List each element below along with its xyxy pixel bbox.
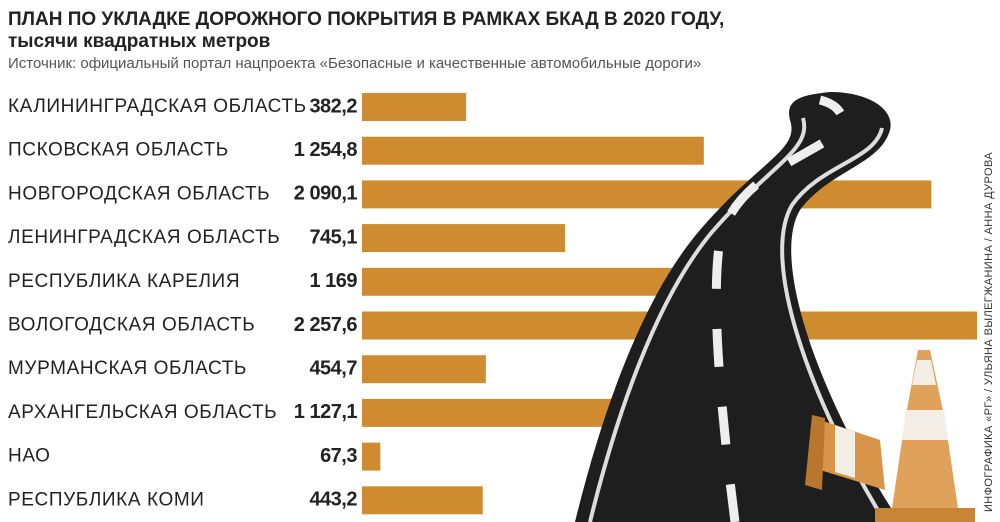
category-label: КАЛИНИНГРАДСКАЯ ОБЛАСТЬ — [8, 96, 307, 117]
category-label: ВОЛОГОДСКАЯ ОБЛАСТЬ — [8, 315, 255, 336]
value-label: 454,7 — [309, 357, 357, 379]
bar — [362, 355, 486, 384]
chart-subtitle: тысячи квадратных метров — [8, 31, 270, 52]
value-label: 2 090,1 — [294, 183, 358, 205]
road-illustration — [575, 92, 975, 522]
category-label: ПСКОВСКАЯ ОБЛАСТЬ — [8, 140, 229, 161]
category-label: АРХАНГЕЛЬСКАЯ ОБЛАСТЬ — [8, 402, 277, 423]
category-label: МУРМАНСКАЯ ОБЛАСТЬ — [8, 358, 247, 379]
value-label: 1 127,1 — [294, 401, 358, 423]
bar — [362, 136, 704, 165]
value-label: 382,2 — [309, 95, 357, 117]
bar — [362, 224, 565, 253]
value-label: 67,3 — [320, 445, 357, 467]
bar — [362, 180, 932, 209]
credit: ИНФОГРАФИКА «РГ» / УЛЬЯНА ВЫЛЕГЖАНИНА / … — [983, 152, 995, 512]
category-label: ЛЕНИНГРАДСКАЯ ОБЛАСТЬ — [8, 227, 280, 248]
value-label: 443,2 — [309, 489, 357, 511]
source: Источник: официальный портал нацпроекта … — [8, 55, 701, 72]
category-label: НОВГОРОДСКАЯ ОБЛАСТЬ — [8, 183, 270, 204]
bar — [362, 93, 467, 121]
bar — [362, 442, 381, 471]
category-label: РЕСПУБЛИКА КОМИ — [8, 489, 205, 510]
value-label: 2 257,6 — [294, 314, 358, 336]
bar — [362, 267, 681, 296]
chart-title: ПЛАН ПО УКЛАДКЕ ДОРОЖНОГО ПОКРЫТИЯ В РАМ… — [8, 9, 724, 30]
category-label: РЕСПУБЛИКА КАРЕЛИЯ — [8, 271, 240, 292]
value-label: 1 254,8 — [294, 139, 358, 161]
value-label: 745,1 — [309, 226, 357, 248]
value-label: 1 169 — [309, 270, 357, 292]
category-label: НАО — [8, 446, 51, 467]
bar — [362, 486, 483, 515]
